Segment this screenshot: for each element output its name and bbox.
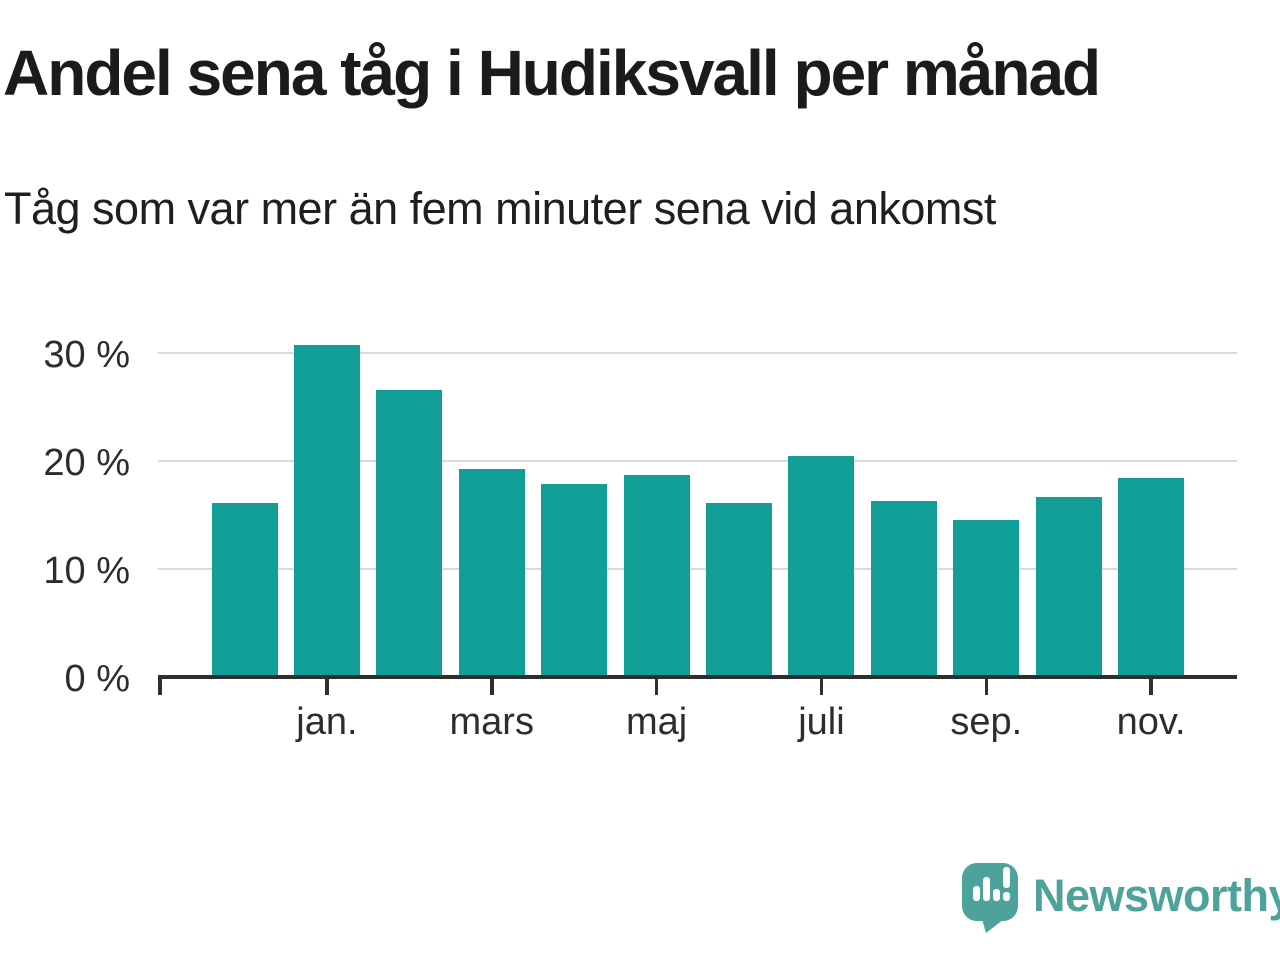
x-axis-tick	[158, 675, 162, 695]
x-axis-tick-label: mars	[449, 701, 534, 743]
logo-exclamation-dot	[1003, 892, 1010, 901]
bar	[458, 468, 525, 676]
y-grid-line	[158, 460, 1237, 462]
y-axis-tick-label: 0 %	[64, 658, 130, 700]
x-axis-tick	[819, 675, 824, 695]
x-axis-tick	[1149, 675, 1153, 695]
bar	[376, 389, 443, 676]
logo-exclamation-bar	[1003, 867, 1010, 888]
bar	[870, 500, 937, 676]
bar	[706, 503, 773, 676]
x-axis-tick	[654, 675, 659, 695]
x-axis-tick	[325, 675, 329, 695]
y-axis-tick-label: 10 %	[43, 550, 130, 592]
bar	[953, 520, 1020, 676]
logo-speech-tail	[982, 919, 1004, 933]
x-axis-tick	[984, 675, 989, 695]
x-axis-tick-label: juli	[798, 701, 845, 743]
x-axis-tick-label: nov.	[1116, 701, 1186, 743]
bar	[1118, 478, 1185, 676]
x-axis-tick	[490, 675, 494, 695]
newsworthy-logo-icon	[962, 863, 1018, 933]
logo-chart-bar-3	[993, 889, 1000, 901]
bar-chart: 30 % 20 % 10 % 0 % jan. mars maj juli sep. nov.	[43, 334, 1237, 743]
bar	[293, 345, 360, 676]
newsworthy-logo-text: Newsworthy	[1033, 870, 1280, 921]
x-axis-tick-label: jan.	[296, 701, 358, 743]
bar	[211, 503, 278, 676]
bar	[541, 483, 608, 676]
y-grid-line	[158, 568, 1237, 570]
x-axis-tick-label: sep.	[950, 701, 1023, 743]
logo-chart-bar-2	[983, 877, 990, 901]
x-axis-line	[158, 675, 1237, 679]
y-axis-tick-label: 30 %	[43, 334, 130, 376]
x-axis-tick-label: maj	[625, 701, 688, 743]
bar	[623, 475, 690, 676]
bar	[788, 455, 855, 676]
chart-title: Andel sena tåg i Hudiksvall per månad	[3, 37, 1101, 109]
logo-chart-bar-1	[973, 886, 980, 901]
chart-subtitle: Tåg som var mer än fem minuter sena vid …	[4, 183, 996, 234]
y-grid-line	[158, 352, 1237, 354]
bar	[1035, 496, 1102, 676]
y-axis-tick-label: 20 %	[43, 442, 130, 484]
